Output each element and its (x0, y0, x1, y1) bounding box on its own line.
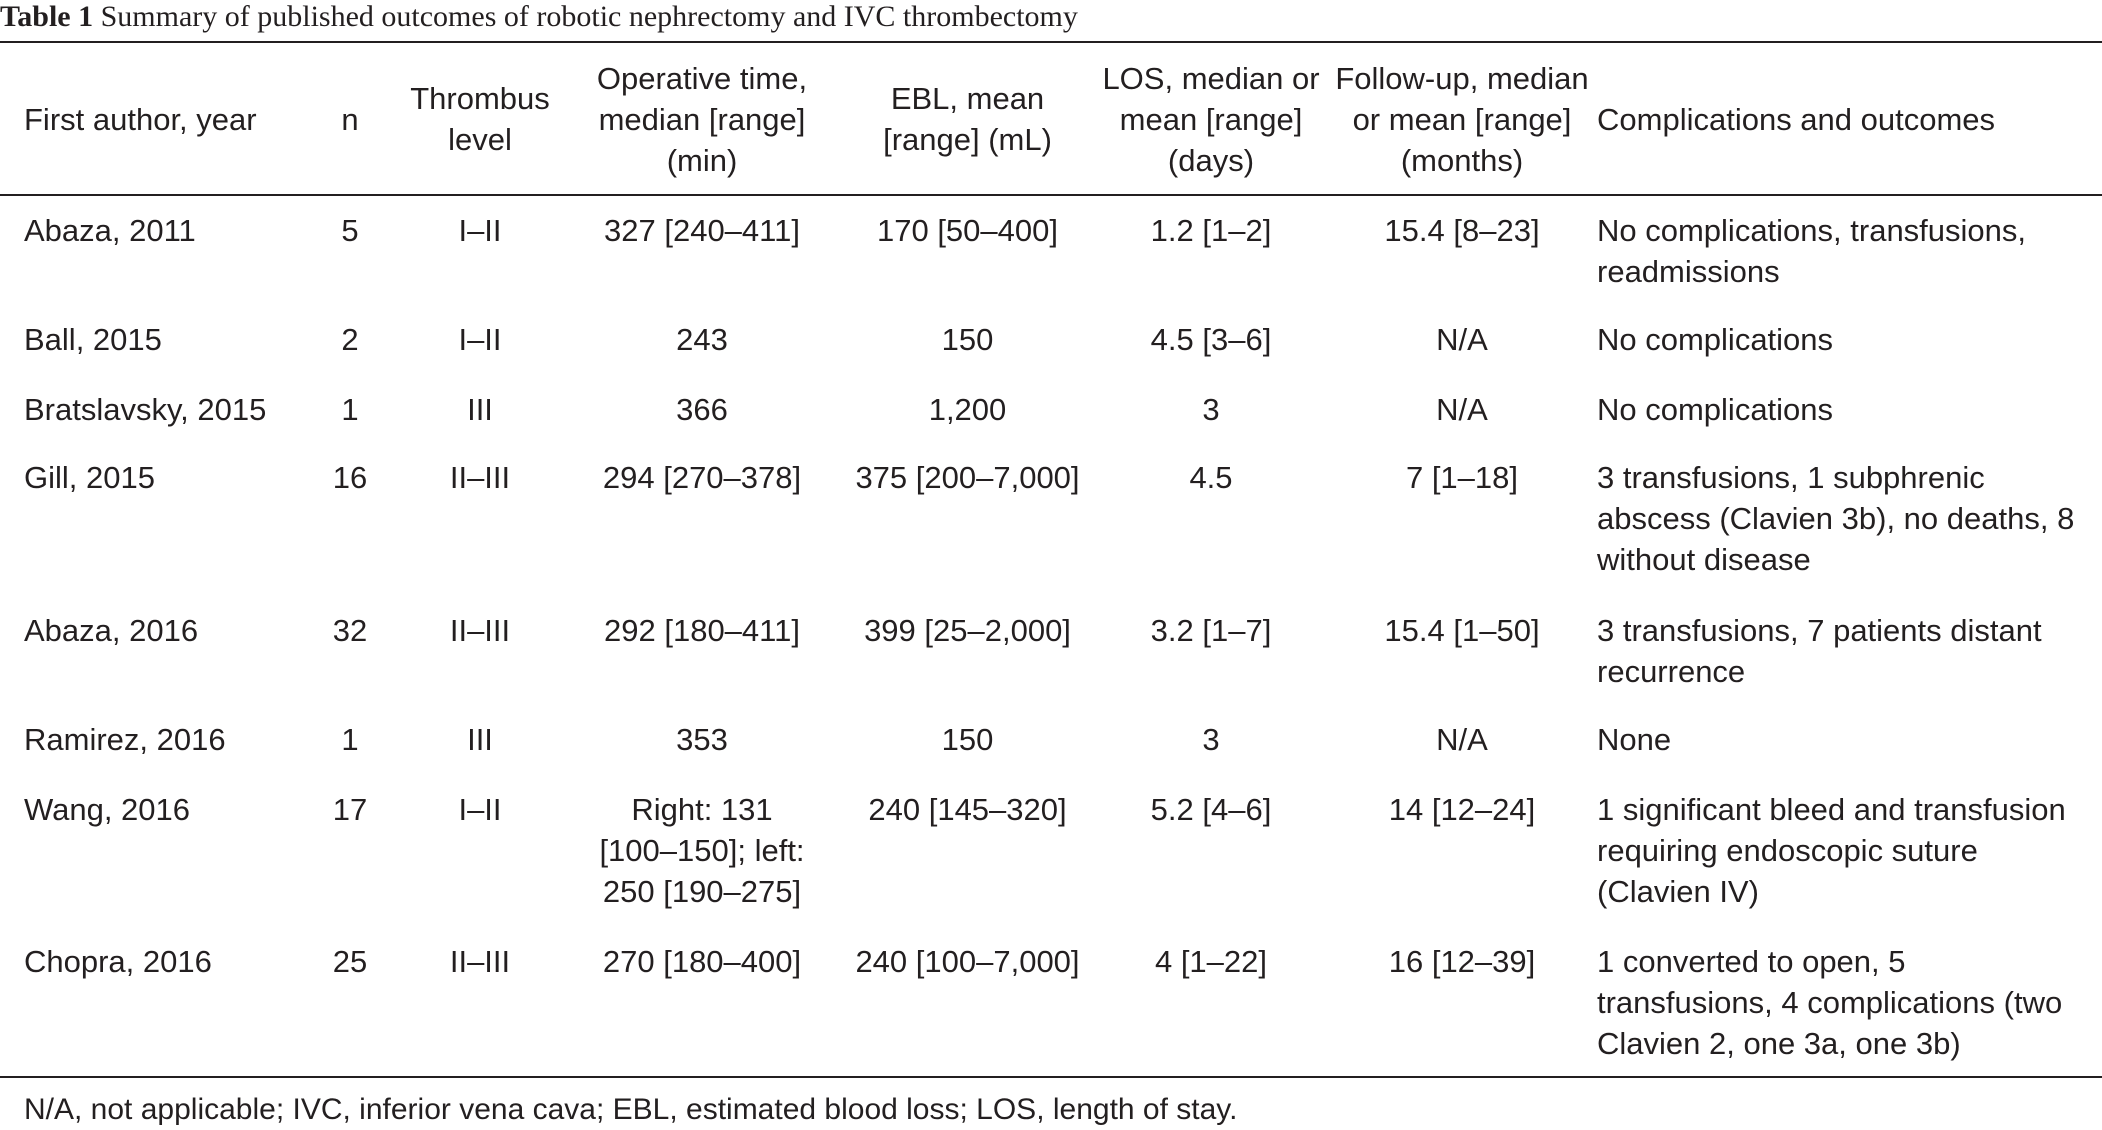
table-cell: I–II (458, 322, 502, 357)
table-cell: Abaza, 2016 (24, 613, 199, 648)
table-cell: 399 [25–2,000] (864, 613, 1071, 648)
table-cell: 15.4 [8–23] (1384, 213, 1540, 248)
table-cell: Right: 131 [100–150]; left: 250 [190–275… (599, 792, 805, 909)
table-cell: None (1597, 722, 1672, 757)
table-cell: 150 (941, 722, 994, 757)
table-cell: 17 (332, 792, 368, 827)
header-operative-time: Operative time, median [range] (min) (596, 60, 808, 178)
header-ebl: EBL, mean [range] (mL) (883, 81, 1052, 157)
table-cell: N/A (1436, 322, 1488, 357)
table-cell: 3 (1202, 392, 1220, 427)
table-cell: No complications, transfusions, readmiss… (1597, 213, 2027, 289)
table-cell: No complications (1597, 322, 1834, 357)
table-cell: Abaza, 2011 (24, 213, 196, 248)
top-rule (0, 41, 2102, 43)
table-cell: 366 (676, 392, 728, 427)
table-cell: 1 converted to open, 5 transfusions, 4 c… (1597, 944, 2063, 1061)
header-follow-up: Follow-up, median or mean [range] (month… (1335, 60, 1589, 178)
table-cell: 16 (332, 460, 368, 495)
table-cell: 1 (341, 392, 359, 427)
table-cell: II–III (449, 613, 511, 648)
table-cell: 4 [1–22] (1154, 944, 1268, 979)
table-cell: Wang, 2016 (24, 792, 191, 827)
header-thrombus-level: Thrombus level (410, 81, 550, 157)
bottom-rule (0, 1076, 2102, 1078)
table-cell: II–III (449, 460, 511, 495)
table-cell: 150 (941, 322, 994, 357)
table-cell: 353 (676, 722, 728, 757)
table-cell: I–II (458, 792, 502, 827)
table-cell: 1.2 [1–2] (1150, 213, 1272, 248)
header-first-author: First author, year (24, 101, 257, 137)
table-cell: 3 (1202, 722, 1220, 757)
table-cell: 327 [240–411] (604, 213, 800, 248)
table-label: Table 1 (0, 0, 94, 33)
table-cell: 292 [180–411] (604, 613, 800, 648)
table-cell: 5.2 [4–6] (1150, 792, 1272, 827)
table-cell: 294 [270–378] (602, 460, 802, 495)
table-cell: 4.5 (1189, 460, 1233, 495)
table-cell: 243 (676, 322, 728, 357)
table-cell: 170 [50–400] (876, 213, 1058, 248)
table-cell: N/A (1436, 392, 1488, 427)
table-cell: 1 (341, 722, 359, 757)
table-cell: III (467, 392, 493, 427)
table-cell: 14 [12–24] (1388, 792, 1536, 827)
table-cell: Bratslavsky, 2015 (24, 392, 267, 427)
table-cell: 15.4 [1–50] (1384, 613, 1540, 648)
table-cell: II–III (449, 944, 511, 979)
table-cell: 2 (341, 322, 359, 357)
table-cell: No complications (1597, 392, 1834, 427)
table-cell: Ball, 2015 (24, 322, 162, 357)
table-cell: Ramirez, 2016 (24, 722, 226, 757)
header-complications: Complications and outcomes (1597, 101, 1996, 137)
table-cell: III (467, 722, 493, 757)
table-caption: Table 1 Summary of published outcomes of… (0, 0, 1078, 38)
table-cell: 5 (341, 213, 359, 248)
table-cell: Gill, 2015 (24, 460, 155, 495)
table-title: Summary of published outcomes of robotic… (100, 0, 1078, 33)
table-cell: I–II (458, 213, 502, 248)
table-cell: N/A (1436, 722, 1488, 757)
table-cell: 240 [100–7,000] (855, 944, 1080, 979)
table-cell: 3 transfusions, 1 subphrenic abscess (Cl… (1597, 460, 2075, 577)
table-cell: Chopra, 2016 (24, 944, 212, 979)
table-cell: 3.2 [1–7] (1150, 613, 1272, 648)
table-cell: 1 significant bleed and transfusion requ… (1597, 792, 2066, 909)
table-cell: 1,200 (928, 392, 1007, 427)
table-cell: 3 transfusions, 7 patients distant recur… (1597, 613, 2042, 689)
table-cell: 4.5 [3–6] (1150, 322, 1272, 357)
table-cell: 270 [180–400] (602, 944, 802, 979)
table-cell: 7 [1–18] (1405, 460, 1519, 495)
table-cell: 375 [200–7,000] (855, 460, 1080, 495)
table-cell: 32 (332, 613, 368, 648)
header-n: n (341, 101, 359, 137)
table-footnote: N/A, not applicable; IVC, inferior vena … (24, 1093, 1238, 1126)
table-cell: 16 [12–39] (1388, 944, 1536, 979)
header-los: LOS, median or mean [range] (days) (1102, 60, 1320, 178)
header-rule (0, 194, 2102, 196)
table-cell: 240 [145–320] (868, 792, 1067, 827)
table-cell: 25 (332, 944, 368, 979)
